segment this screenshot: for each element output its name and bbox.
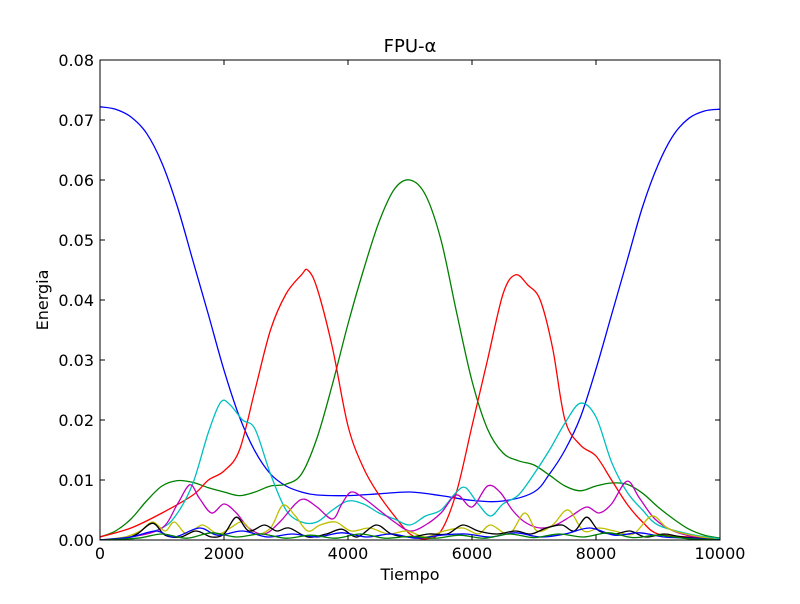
series-line-9 [100, 532, 720, 540]
y-tick-label: 0.07 [58, 111, 94, 130]
x-tick-label: 6000 [452, 544, 493, 563]
series-line-1 [100, 106, 720, 503]
y-tick-label: 0.00 [58, 531, 94, 550]
y-tick-label: 0.02 [58, 411, 94, 430]
series-line-4 [100, 399, 720, 540]
x-tick-label: 0 [95, 544, 105, 563]
ticks-layer: 0 2000 4000 6000 8000 10000 0.00 0.01 0.02 0.03 0.… [58, 51, 745, 563]
x-tick-label: 2000 [204, 544, 245, 563]
chart-title: FPU-α [384, 36, 437, 57]
y-tick-label: 0.03 [58, 351, 94, 370]
plot-frame [99, 59, 721, 541]
x-tick-label: 10000 [695, 544, 746, 563]
series-line-3 [100, 268, 720, 540]
y-tick-label: 0.05 [58, 231, 94, 250]
series-line-8 [100, 527, 720, 540]
series-line-2 [100, 179, 720, 539]
x-axis-label: Tiempo [379, 565, 439, 584]
y-axis-label: Energia [33, 270, 52, 331]
x-tick-label: 4000 [328, 544, 369, 563]
y-tick-label: 0.06 [58, 171, 94, 190]
series-line-5 [100, 480, 720, 540]
series-layer [100, 106, 720, 540]
y-tick-label: 0.01 [58, 471, 94, 490]
y-tick-label: 0.04 [58, 291, 94, 310]
x-tick-label: 8000 [576, 544, 617, 563]
y-tick-label: 0.08 [58, 51, 94, 70]
